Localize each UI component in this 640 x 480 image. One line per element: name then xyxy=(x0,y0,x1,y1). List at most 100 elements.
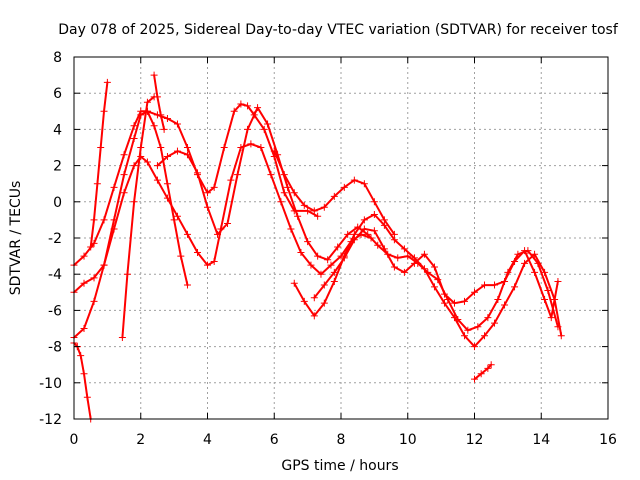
data-point xyxy=(380,216,388,224)
grid-layer xyxy=(74,57,608,419)
data-point xyxy=(193,169,201,177)
sat-trace-9-line xyxy=(89,81,109,249)
data-point xyxy=(264,120,272,128)
data-point xyxy=(330,277,338,285)
data-point xyxy=(173,212,181,220)
data-point xyxy=(317,270,325,278)
data-point xyxy=(370,198,378,206)
data-point xyxy=(554,277,562,285)
data-point xyxy=(204,261,211,269)
data-point xyxy=(163,194,171,202)
data-point xyxy=(430,263,438,271)
sat-trace-2-line xyxy=(73,103,319,339)
data-point xyxy=(460,332,468,340)
data-point xyxy=(163,180,171,188)
data-point xyxy=(90,216,98,224)
data-point xyxy=(300,297,308,305)
data-point xyxy=(224,220,232,228)
data-point xyxy=(120,189,128,197)
data-point xyxy=(440,290,448,298)
sat-trace-7 xyxy=(270,147,398,238)
data-point xyxy=(370,227,378,235)
data-point xyxy=(173,147,181,155)
data-point xyxy=(310,294,318,302)
data-point xyxy=(360,180,368,188)
data-point xyxy=(511,283,519,291)
data-point xyxy=(557,332,565,340)
data-point xyxy=(118,334,126,342)
y-axis-label: SDTVAR / TECUs xyxy=(8,181,24,296)
y-tick-label: -8 xyxy=(48,340,62,356)
x-tick-label: 2 xyxy=(136,432,145,448)
data-point xyxy=(521,247,529,255)
data-point xyxy=(320,203,328,211)
data-point xyxy=(531,268,539,276)
tick-layer: 0 2 4 6 8 10 12 14 16 -12 -10 -8 -6 -4 -2 0 2 4 6 8 xyxy=(39,50,617,448)
data-point xyxy=(130,122,138,130)
y-tick-label: 8 xyxy=(53,50,62,66)
data-point xyxy=(150,122,158,130)
x-tick-label: 4 xyxy=(203,432,212,448)
sat-trace-10-line xyxy=(121,95,156,339)
data-point xyxy=(93,180,101,188)
data-point xyxy=(304,238,312,246)
data-point xyxy=(521,259,529,267)
x-tick-label: 6 xyxy=(270,432,279,448)
data-point xyxy=(183,144,191,151)
data-point xyxy=(290,279,298,287)
data-point xyxy=(137,144,145,151)
data-point xyxy=(244,102,252,110)
data-point xyxy=(310,207,318,215)
data-point xyxy=(350,236,358,244)
data-point xyxy=(340,183,348,191)
data-point xyxy=(390,263,398,271)
data-point xyxy=(314,252,322,260)
data-point xyxy=(501,301,509,309)
data-point xyxy=(360,225,368,233)
data-point xyxy=(330,268,338,276)
x-tick-label: 0 xyxy=(70,432,79,448)
data-point xyxy=(297,248,305,256)
data-point xyxy=(183,281,191,289)
data-point xyxy=(410,259,418,267)
data-point xyxy=(267,171,275,179)
sat-trace-1 xyxy=(70,107,191,289)
data-point xyxy=(484,364,492,372)
y-tick-label: 0 xyxy=(53,195,62,211)
data-point xyxy=(304,207,312,215)
data-point xyxy=(547,314,555,322)
sat-trace-8-line xyxy=(73,342,92,420)
data-point xyxy=(491,319,499,327)
data-point xyxy=(214,230,222,238)
data-point xyxy=(183,151,191,159)
data-point xyxy=(244,125,252,133)
data-point xyxy=(320,281,328,289)
data-point xyxy=(120,171,128,179)
data-point xyxy=(487,361,495,369)
data-point xyxy=(247,140,255,148)
data-point xyxy=(280,189,288,197)
data-point xyxy=(100,216,108,224)
data-point xyxy=(183,230,191,238)
data-point xyxy=(80,279,88,287)
data-point xyxy=(130,162,138,170)
data-point xyxy=(394,254,402,262)
y-tick-label: 6 xyxy=(53,86,62,102)
data-point xyxy=(400,268,408,276)
y-tick-label: 4 xyxy=(53,122,62,138)
data-point xyxy=(531,250,539,258)
y-tick-label: -6 xyxy=(48,303,62,319)
sat-trace-12-line xyxy=(473,363,493,381)
data-point xyxy=(230,107,238,115)
chart-title: Day 078 of 2025, Sidereal Day-to-day VTE… xyxy=(58,22,619,38)
sat-trace-9 xyxy=(87,78,111,251)
sat-trace-5-line xyxy=(293,213,563,348)
data-point xyxy=(484,314,492,322)
data-point xyxy=(287,225,295,233)
data-point xyxy=(143,98,151,106)
data-point xyxy=(173,120,181,128)
data-point xyxy=(324,256,332,264)
data-point xyxy=(284,183,292,191)
data-point xyxy=(400,245,408,253)
